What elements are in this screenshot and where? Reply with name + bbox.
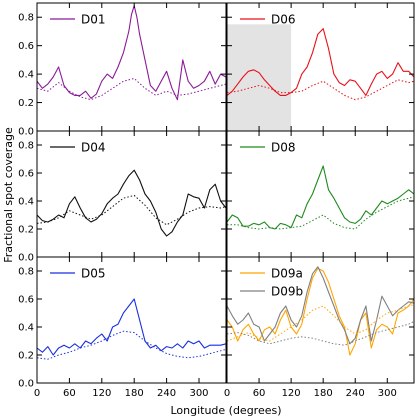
x-tick-label: 240 <box>157 388 176 399</box>
x-tick-label: 180 <box>125 388 144 399</box>
x-axis-label: Longitude (degrees) <box>170 404 281 417</box>
x-tick-label: 240 <box>346 388 365 399</box>
y-tick-label: 0.0 <box>18 253 34 264</box>
legend-label-d08: D08 <box>271 141 296 155</box>
y-tick-label: 0.2 <box>18 225 34 236</box>
x-tick-label: 60 <box>63 388 76 399</box>
y-tick-label: 0.6 <box>18 169 34 180</box>
panel-d06: D06 <box>226 2 415 132</box>
series-line-D09b <box>226 266 415 345</box>
dotted-line-d01-1 <box>36 77 227 101</box>
panel-d09: 0 60 120 180 240 300 D09a D09b <box>224 256 415 399</box>
x-tick-label: 0 <box>224 388 230 399</box>
x-tick-label: 120 <box>92 388 111 399</box>
x-tick-label: 60 <box>253 388 266 399</box>
x-tick-label: 0 <box>34 388 40 399</box>
shaded-region <box>227 24 292 131</box>
series-line-D09a <box>226 267 415 356</box>
panel-d05: 0 60 120 180 240 300 0.0 0.2 0.4 0.6 0.8 D05 <box>18 256 227 399</box>
y-tick-label: 0.6 <box>18 295 34 306</box>
series-line-D01 <box>36 5 227 101</box>
legend-label-d04: D04 <box>81 141 106 155</box>
legend-label-d09b: D09b <box>271 285 303 299</box>
panel-frame <box>226 256 415 384</box>
dotted-line-d04-1 <box>36 194 227 226</box>
legend-label-d05: D05 <box>81 267 106 281</box>
panel-d01: 0.0 0.2 0.4 0.6 0.8 D01 <box>18 2 227 138</box>
panel-d04: 0.0 0.2 0.4 0.6 0.8 D04 <box>18 130 227 264</box>
x-tick-label: 300 <box>378 388 397 399</box>
panel-frame <box>36 2 227 132</box>
series-line-D06 <box>226 28 415 96</box>
x-tick-label: 300 <box>189 388 208 399</box>
panel-frame <box>36 256 227 384</box>
dotted-line-d06-1 <box>226 79 415 101</box>
y-tick-label: 0.2 <box>18 98 34 109</box>
panel-d08: D08 <box>226 130 415 258</box>
y-tick-label: 0.4 <box>18 70 34 81</box>
y-axis-label: Fractional spot coverage <box>2 127 15 263</box>
legend-label-d09a: D09a <box>271 267 303 281</box>
y-tick-label: 0.8 <box>18 141 34 152</box>
y-tick-label: 0.4 <box>18 323 34 334</box>
dotted-line-d08-1 <box>227 196 415 230</box>
series-line-D05 <box>36 298 227 356</box>
legend-label-d01: D01 <box>81 13 106 27</box>
series-line-D04 <box>36 169 227 237</box>
y-tick-label: 0.8 <box>18 13 34 24</box>
y-tick-label: 0.8 <box>18 267 34 278</box>
dotted-line-d09-2 <box>226 304 415 342</box>
x-tick-label: 180 <box>314 388 333 399</box>
y-tick-label: 0.0 <box>18 379 34 390</box>
series-line-D08 <box>226 165 415 230</box>
y-tick-label: 0.2 <box>18 351 34 362</box>
x-tick-label: 120 <box>282 388 301 399</box>
y-tick-label: 0.4 <box>18 197 34 208</box>
panel-frame <box>36 130 227 258</box>
panel-frame <box>226 130 415 258</box>
y-tick-label: 0.6 <box>18 41 34 52</box>
legend-label-d06: D06 <box>271 13 296 27</box>
panels: 0.0 0.2 0.4 0.6 0.8 D01 D06 0.0 0.2 0.4 0.6 0.8 D04 D… <box>18 2 415 399</box>
dotted-line-d05-1 <box>36 330 227 360</box>
y-tick-label: 0.0 <box>18 127 34 138</box>
